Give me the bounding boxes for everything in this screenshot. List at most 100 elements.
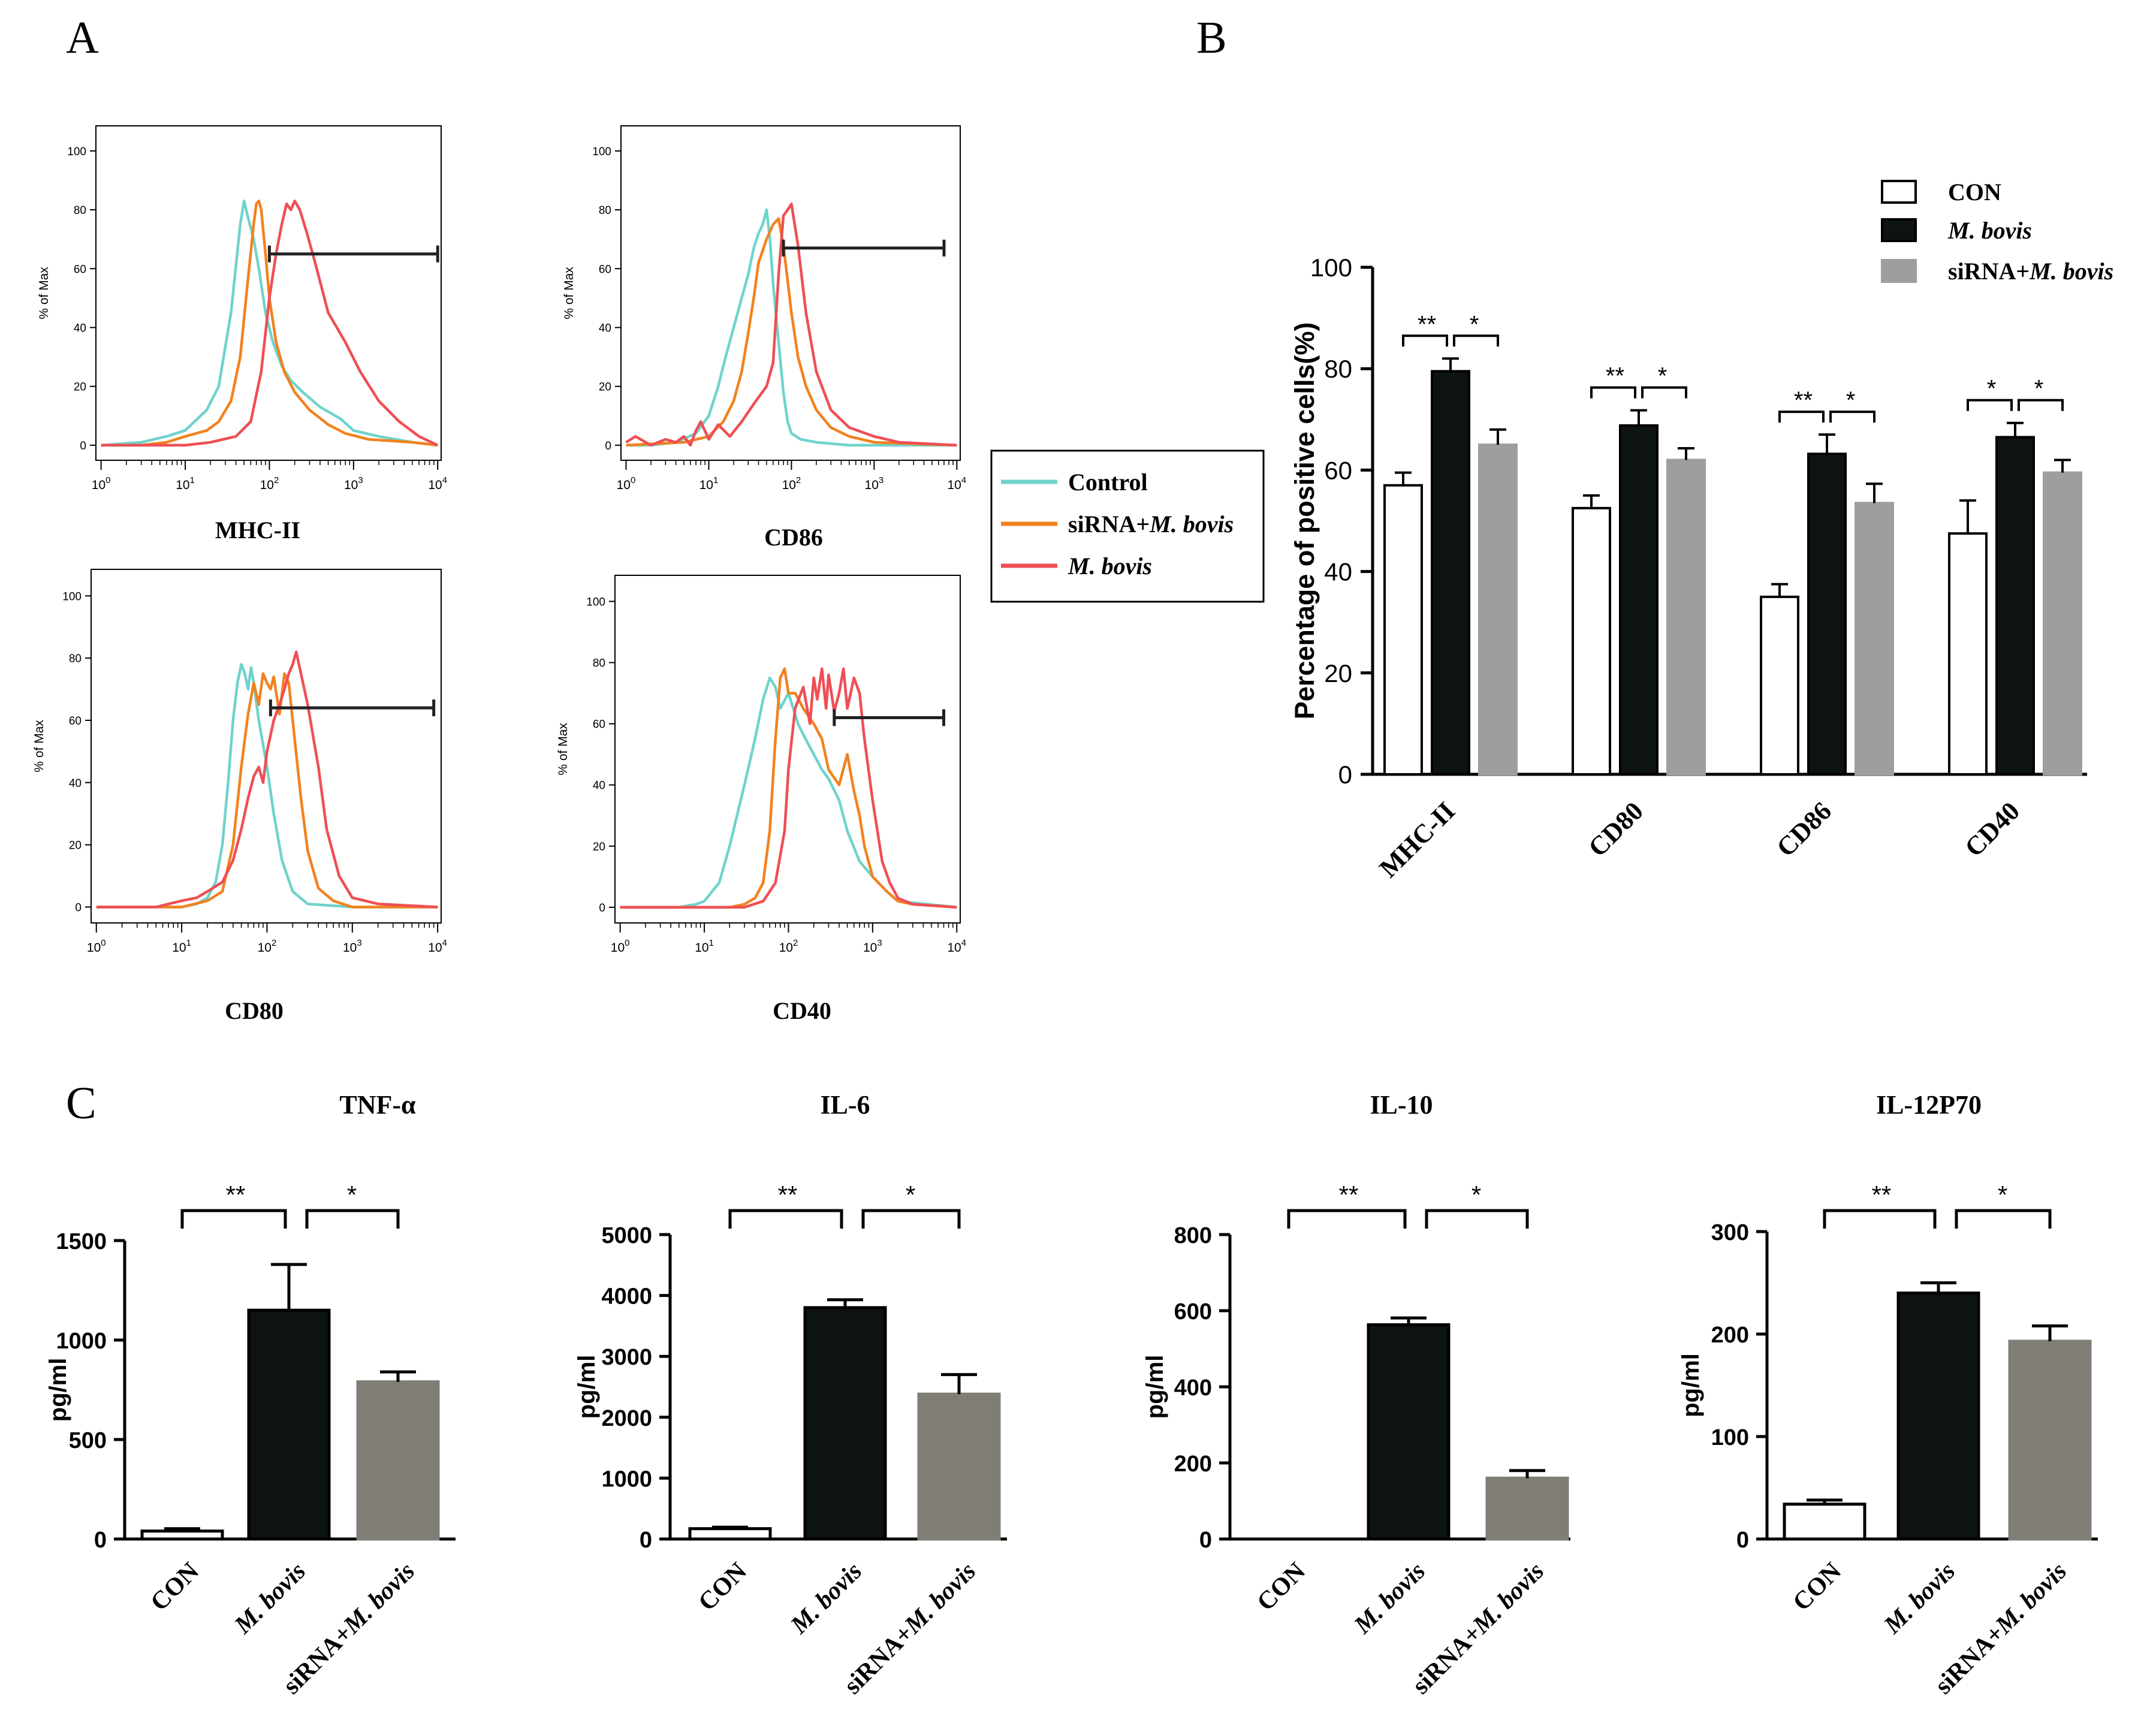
category-label: CD80 xyxy=(1582,796,1649,862)
legend-a-label-sirna-prefix: siRNA+ xyxy=(1068,511,1150,538)
bar-m-bovis xyxy=(1367,1323,1451,1541)
x-tick-exponent: 3 xyxy=(358,475,363,485)
y-tick-label: 100 xyxy=(1310,254,1352,282)
y-tick-label: 60 xyxy=(593,719,605,731)
histogram-line-m-bovis xyxy=(96,650,438,909)
x-tick-label: 101 xyxy=(695,938,714,955)
y-tick-label: 100 xyxy=(67,146,86,158)
bar-m-bovis xyxy=(1896,1292,1980,1541)
marker-label: CD80 xyxy=(225,997,284,1024)
y-tick-label: 0 xyxy=(1736,1528,1749,1553)
x-tick-label: 100 xyxy=(87,938,106,955)
significance-bracket xyxy=(1823,1209,1937,1229)
bar-sirna-m-bovis xyxy=(356,1380,440,1541)
x-tick-label: 103 xyxy=(343,938,362,955)
x-tick-label: 100 xyxy=(92,475,111,492)
x-tick-exponent: 0 xyxy=(105,475,110,485)
x-tick-base: 10 xyxy=(779,941,793,955)
significance-mark: * xyxy=(1998,1181,2007,1209)
significance-bracket xyxy=(2018,399,2064,411)
histogram-line-sirna-m-bovis xyxy=(96,672,438,909)
y-axis-label: pg/ml xyxy=(45,1358,71,1422)
significance-bracket xyxy=(180,1209,287,1229)
bar-chart-il-6: IL-6 0 1000 2000 3000 4000 5000 pg/ml CON M. bovi… xyxy=(574,1090,1007,1700)
label-species: M. bovis xyxy=(1467,1558,1549,1640)
significance-bracket xyxy=(1590,386,1636,399)
chart-title: IL-6 xyxy=(820,1090,870,1120)
plot-frame xyxy=(95,125,442,461)
bar-cd40-con xyxy=(1948,532,1988,776)
bar-cd80-m-bovis xyxy=(1619,424,1659,776)
label-prefix: siRNA+ xyxy=(1930,1619,2010,1700)
label-species: M. bovis xyxy=(899,1558,981,1640)
y-tick-label: 0 xyxy=(94,1528,107,1553)
legend-a-frame xyxy=(990,449,1265,603)
y-axis-label: % of Max xyxy=(556,723,570,776)
y-tick-label: 100 xyxy=(1711,1425,1749,1450)
legend-b-swatch-sirna xyxy=(1881,259,1917,283)
y-tick-label: 20 xyxy=(74,381,86,394)
y-tick-label: 20 xyxy=(1324,659,1352,687)
y-tick-label: 20 xyxy=(69,840,82,852)
y-tick-label: 60 xyxy=(599,263,611,276)
legend-b-label-con: CON xyxy=(1948,179,2001,206)
x-tick-label: 100 xyxy=(617,475,636,492)
x-tick-exponent: 0 xyxy=(631,475,635,485)
y-axis-label: % of Max xyxy=(562,267,576,319)
bar-sirna-m-bovis xyxy=(917,1392,1001,1541)
x-tick-exponent: 3 xyxy=(357,938,361,948)
y-tick-label: 0 xyxy=(640,1528,652,1553)
label-species: M. bovis xyxy=(338,1558,420,1640)
plot-frame xyxy=(91,569,442,924)
y-axis-label: % of Max xyxy=(32,720,46,773)
x-tick-base: 10 xyxy=(92,478,105,492)
category-label: MHC-II xyxy=(1374,796,1461,883)
bar-chart-il-12p70: IL-12P70 0 100 200 300 pg/ml CON M. bovissiRNA+… xyxy=(1678,1090,2098,1700)
significance-bracket xyxy=(728,1209,843,1229)
x-tick-base: 10 xyxy=(611,941,625,955)
y-tick-label: 2000 xyxy=(601,1406,652,1431)
y-tick-label: 0 xyxy=(599,902,605,915)
y-tick-label: 100 xyxy=(62,590,82,603)
x-tick-base: 10 xyxy=(947,941,961,955)
legend-a-label-mbovis: M. bovis xyxy=(1068,553,1152,580)
category-label: CON xyxy=(1252,1558,1311,1617)
y-tick-label: 0 xyxy=(605,440,611,452)
histogram-line-control xyxy=(626,208,957,447)
x-tick-exponent: 1 xyxy=(190,475,195,485)
significance-bracket xyxy=(1641,386,1687,399)
x-tick-base: 10 xyxy=(428,941,442,955)
significance-mark: ** xyxy=(778,1181,798,1209)
y-tick-label: 40 xyxy=(1324,558,1352,586)
y-tick-label: 300 xyxy=(1711,1220,1749,1245)
category-label: CD86 xyxy=(1771,796,1837,862)
x-tick-base: 10 xyxy=(947,478,961,492)
x-tick-label: 103 xyxy=(863,938,882,955)
significance-mark: * xyxy=(906,1181,915,1209)
histogram-line-sirna-m-bovis xyxy=(620,667,957,909)
legend-b-label-mbovis: M. bovis xyxy=(1947,217,2032,244)
x-tick-label: 101 xyxy=(699,475,719,492)
x-tick-base: 10 xyxy=(695,941,708,955)
bar-mhc-ii-con xyxy=(1383,484,1423,776)
label-prefix: siRNA+ xyxy=(1407,1619,1488,1700)
y-tick-label: 800 xyxy=(1174,1223,1212,1248)
y-tick-label: 40 xyxy=(593,780,605,792)
x-tick-exponent: 4 xyxy=(442,475,447,485)
y-tick-label: 80 xyxy=(593,657,605,670)
legend-b-swatch-con xyxy=(1881,180,1917,204)
x-tick-label: 102 xyxy=(782,475,801,492)
legend-a-label-sirna: siRNA+M. bovis xyxy=(1068,511,1234,538)
x-tick-exponent: 2 xyxy=(272,938,276,948)
y-tick-label: 0 xyxy=(75,901,82,914)
y-tick-label: 1000 xyxy=(56,1329,107,1354)
significance-bracket xyxy=(1955,1209,2052,1229)
y-tick-label: 80 xyxy=(599,204,611,217)
bar-cd86-con xyxy=(1760,595,1799,776)
chart-title: IL-12P70 xyxy=(1876,1090,1982,1120)
significance-bracket xyxy=(1967,399,2013,411)
x-tick-exponent: 4 xyxy=(961,938,966,948)
